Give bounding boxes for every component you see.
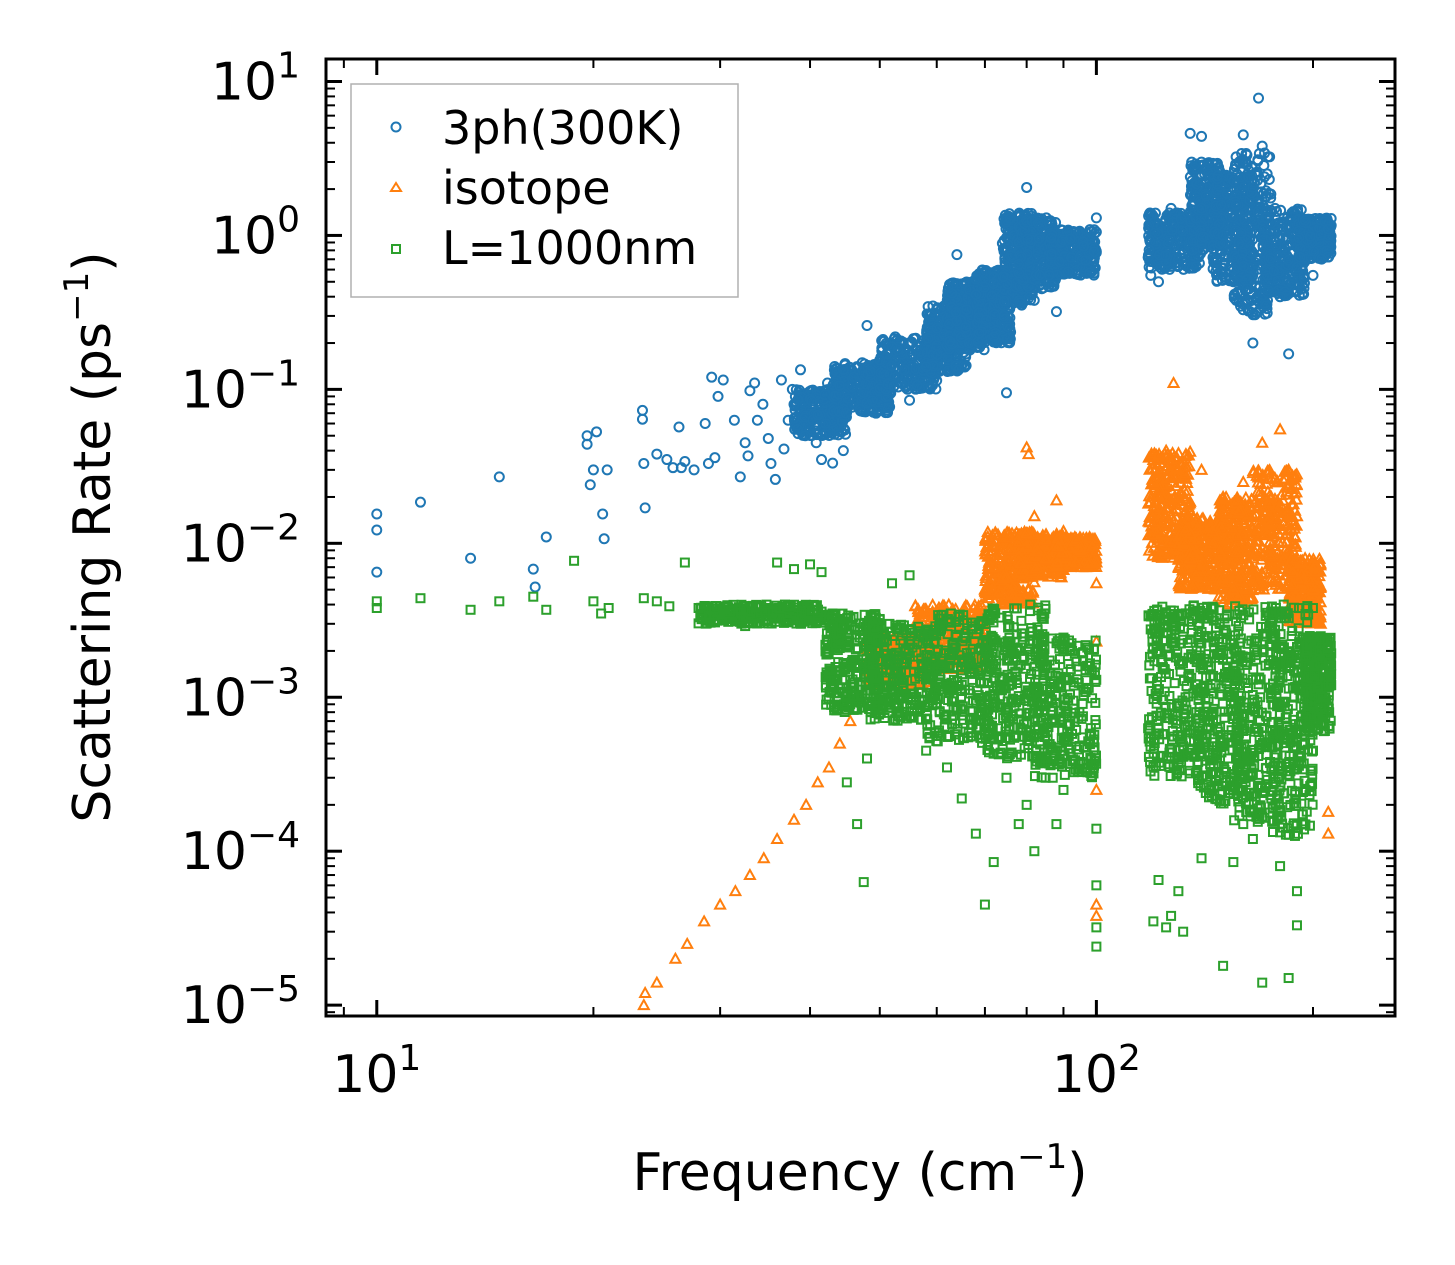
data-point bbox=[952, 364, 964, 376]
data-point bbox=[944, 335, 956, 347]
data-point bbox=[792, 423, 804, 435]
data-point bbox=[892, 370, 904, 382]
data-point bbox=[828, 405, 840, 417]
data-point bbox=[930, 383, 942, 395]
data-point bbox=[862, 368, 874, 380]
data-point bbox=[788, 412, 800, 424]
data-point bbox=[910, 363, 922, 375]
data-point bbox=[956, 337, 968, 349]
data-point bbox=[866, 395, 878, 407]
data-point bbox=[812, 409, 824, 421]
data-layer bbox=[371, 92, 1337, 1011]
data-point bbox=[820, 429, 832, 441]
data-point bbox=[840, 407, 852, 419]
data-point bbox=[876, 344, 888, 356]
data-point bbox=[832, 429, 844, 441]
data-point bbox=[925, 322, 937, 334]
data-point bbox=[898, 364, 910, 376]
data-point bbox=[927, 360, 939, 372]
data-point bbox=[837, 364, 849, 376]
data-point bbox=[909, 333, 921, 345]
data-point bbox=[838, 422, 850, 434]
data-point bbox=[886, 360, 898, 372]
data-point bbox=[808, 425, 820, 437]
data-point bbox=[833, 405, 845, 417]
data-point bbox=[895, 377, 907, 389]
data-point bbox=[964, 344, 976, 356]
data-point bbox=[922, 332, 934, 344]
data-point bbox=[911, 379, 923, 391]
data-point bbox=[833, 379, 845, 391]
data-point bbox=[881, 378, 893, 390]
data-point bbox=[861, 397, 873, 409]
data-point bbox=[955, 331, 967, 343]
data-point bbox=[882, 402, 894, 414]
data-point bbox=[827, 379, 839, 391]
data-point bbox=[904, 366, 916, 378]
data-point bbox=[854, 403, 866, 415]
series-3ph(300K) bbox=[371, 92, 1337, 593]
data-point bbox=[925, 381, 937, 393]
data-point bbox=[865, 365, 877, 377]
data-point bbox=[931, 340, 943, 352]
data-point bbox=[842, 393, 854, 405]
data-point bbox=[820, 418, 832, 430]
data-point bbox=[789, 417, 801, 429]
data-point bbox=[950, 306, 962, 318]
data-point bbox=[899, 378, 911, 390]
data-point bbox=[960, 322, 972, 334]
data-point bbox=[860, 378, 872, 390]
